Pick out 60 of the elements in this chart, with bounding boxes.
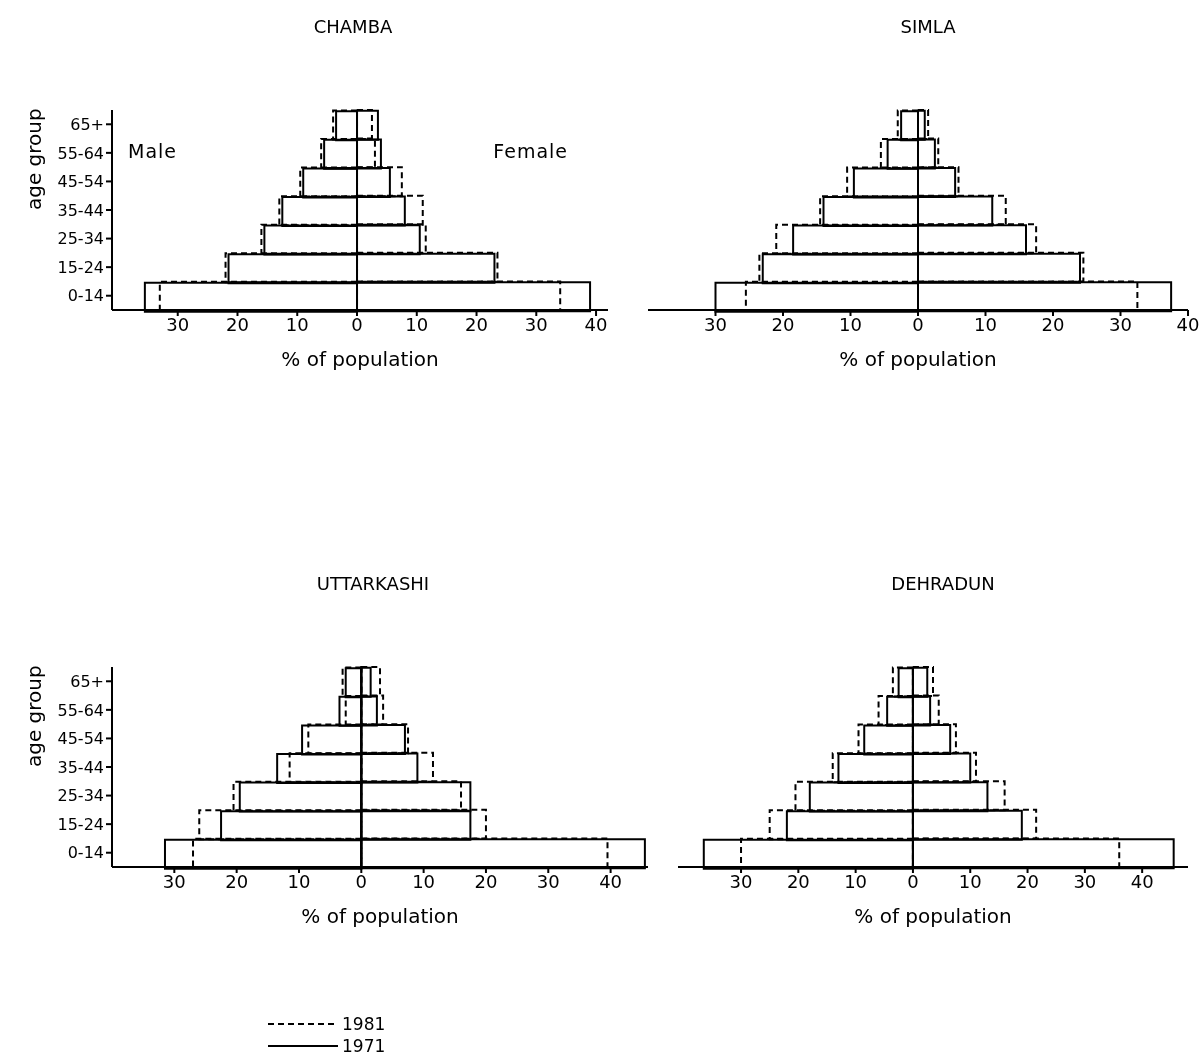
x-tick-label: 30 [524, 313, 548, 335]
y-tick-label: 35-44 [57, 757, 104, 777]
chart-title: CHAMBA [312, 16, 394, 39]
annotation: Male [128, 140, 178, 162]
x-tick-label: 0 [912, 313, 924, 335]
x-tick-label: 20 [225, 870, 249, 892]
x-tick-label: 10 [285, 313, 309, 335]
x-tick-label: 40 [1130, 870, 1154, 892]
y-tick-label: 65+ [70, 671, 104, 691]
x-tick-label: 10 [958, 870, 982, 892]
x-tick-label: 40 [1176, 313, 1200, 335]
x-axis-title: % of population [301, 904, 459, 928]
x-tick-label: 10 [287, 870, 311, 892]
x-axis-title: % of population [281, 347, 439, 371]
x-tick-label: 30 [1109, 313, 1132, 335]
x-tick-label: 20 [226, 313, 249, 335]
y-tick-label: 0-14 [67, 286, 104, 306]
chart-title: DEHRADUN [890, 573, 996, 596]
x-tick-label: 30 [704, 313, 727, 335]
x-tick-label: 20 [465, 313, 488, 335]
y-tick-label: 15-24 [57, 257, 104, 277]
chart-title: SIMLA [899, 16, 957, 39]
x-axis-title: % of population [839, 347, 997, 371]
y-tick-label: 35-44 [57, 200, 104, 220]
x-tick-label: 20 [786, 870, 810, 892]
x-tick-label: 40 [584, 313, 608, 335]
x-tick-label: 20 [771, 313, 795, 335]
x-tick-label: 30 [1073, 870, 1097, 892]
x-axis-title: % of population [854, 904, 1012, 928]
x-tick-label: 10 [412, 870, 436, 892]
y-axis-title: age group [22, 665, 47, 767]
x-tick-label: 10 [405, 313, 429, 335]
y-tick-label: 15-24 [57, 814, 104, 834]
y-tick-label: 55-64 [57, 700, 104, 720]
x-tick-label: 30 [166, 313, 190, 335]
x-tick-label: 40 [599, 870, 623, 892]
y-axis-title: age group [22, 108, 47, 210]
y-tick-label: 25-34 [57, 229, 104, 249]
y-tick-label: 45-54 [57, 729, 104, 749]
x-tick-label: 0 [355, 870, 368, 892]
x-tick-label: 10 [844, 870, 868, 892]
x-tick-label: 10 [974, 313, 997, 335]
x-tick-label: 30 [729, 870, 753, 892]
x-tick-label: 0 [907, 870, 919, 892]
y-tick-label: 55-64 [57, 143, 104, 163]
y-tick-label: 0-14 [67, 843, 104, 863]
x-tick-label: 30 [536, 870, 560, 892]
x-tick-label: 20 [1041, 313, 1065, 335]
x-tick-label: 20 [474, 870, 498, 892]
x-tick-label: 20 [1016, 870, 1039, 892]
y-tick-label: 45-54 [57, 172, 104, 192]
x-tick-label: 10 [839, 313, 862, 335]
x-tick-label: 30 [162, 870, 186, 892]
annotation: Female [493, 140, 568, 162]
y-tick-label: 25-34 [57, 786, 104, 806]
y-tick-label: 65+ [70, 114, 104, 134]
x-tick-label: 0 [351, 313, 363, 335]
legend-label: 1981 [342, 1014, 386, 1034]
chart-title: UTTARKASHI [315, 573, 431, 596]
legend-label: 1971 [342, 1036, 386, 1056]
